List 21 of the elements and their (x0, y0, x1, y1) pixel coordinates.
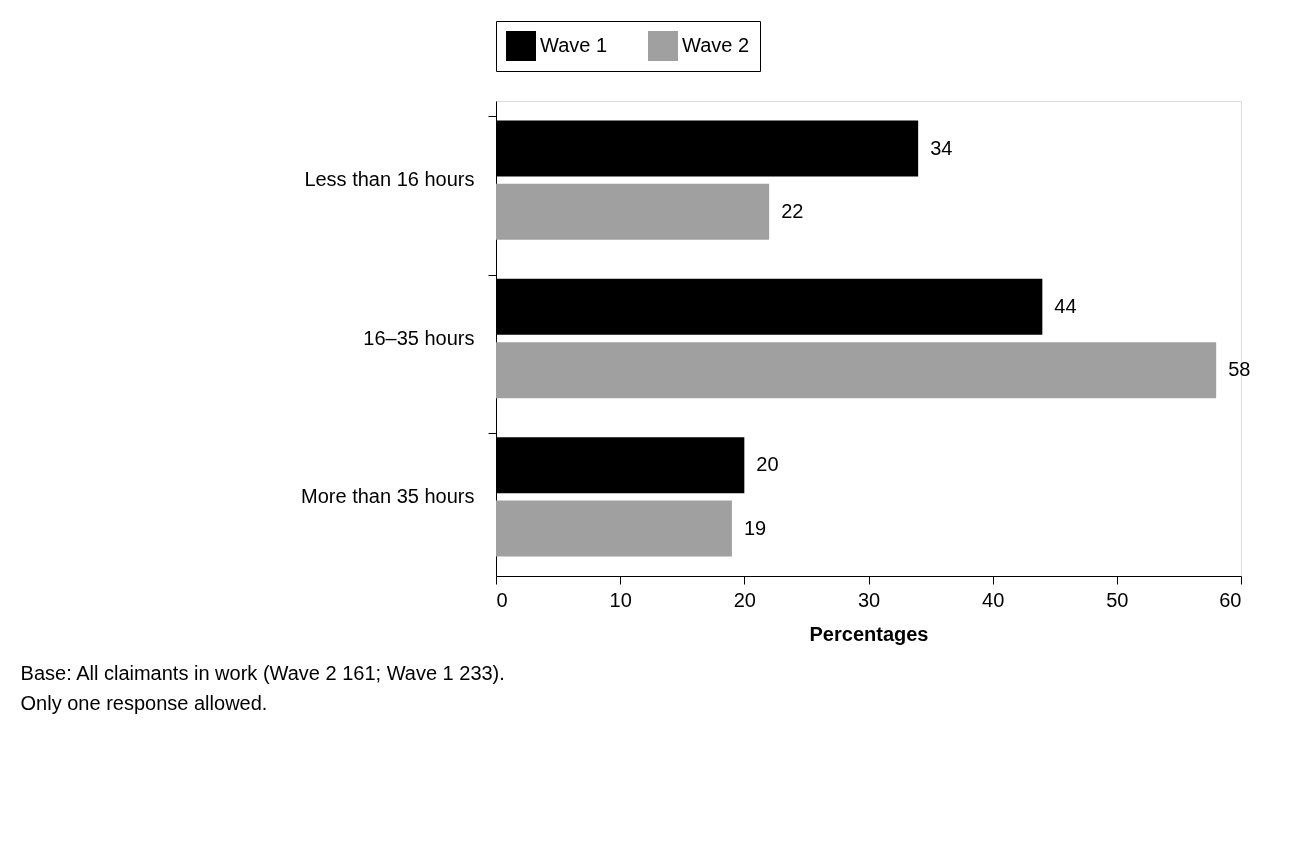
data-label: 34 (930, 136, 953, 159)
text: Base: All claimants in work (Wave 2 161; Wave 1 233). (20, 662, 505, 684)
data-label: 20 (756, 453, 779, 476)
data-label: 19 (743, 516, 767, 539)
x-tick-label: 30 (857, 588, 881, 611)
x-tick-label: 40 (982, 588, 1005, 611)
y-tick-label: Less than 16 hours (304, 168, 475, 191)
legend-label: Wave 2 (682, 34, 750, 56)
y-tick-label: More than 35 hours (301, 484, 475, 507)
text: Only one response allowed. (20, 692, 268, 714)
x-tick-label: 0 (496, 588, 508, 611)
legend-label: Wave 1 (540, 34, 608, 56)
y-tick-label: 16–35 hours (363, 326, 475, 349)
x-tick-label: 50 (1106, 588, 1129, 611)
x-tick-label: 60 (1219, 588, 1242, 611)
x-axis-title: Percentages (809, 622, 929, 645)
x-tick-label: 10 (609, 588, 632, 611)
data-label: 44 (1054, 294, 1077, 317)
data-label: 22 (781, 199, 804, 222)
x-tick-label: 20 (733, 588, 756, 611)
data-label: 58 (1228, 358, 1251, 381)
